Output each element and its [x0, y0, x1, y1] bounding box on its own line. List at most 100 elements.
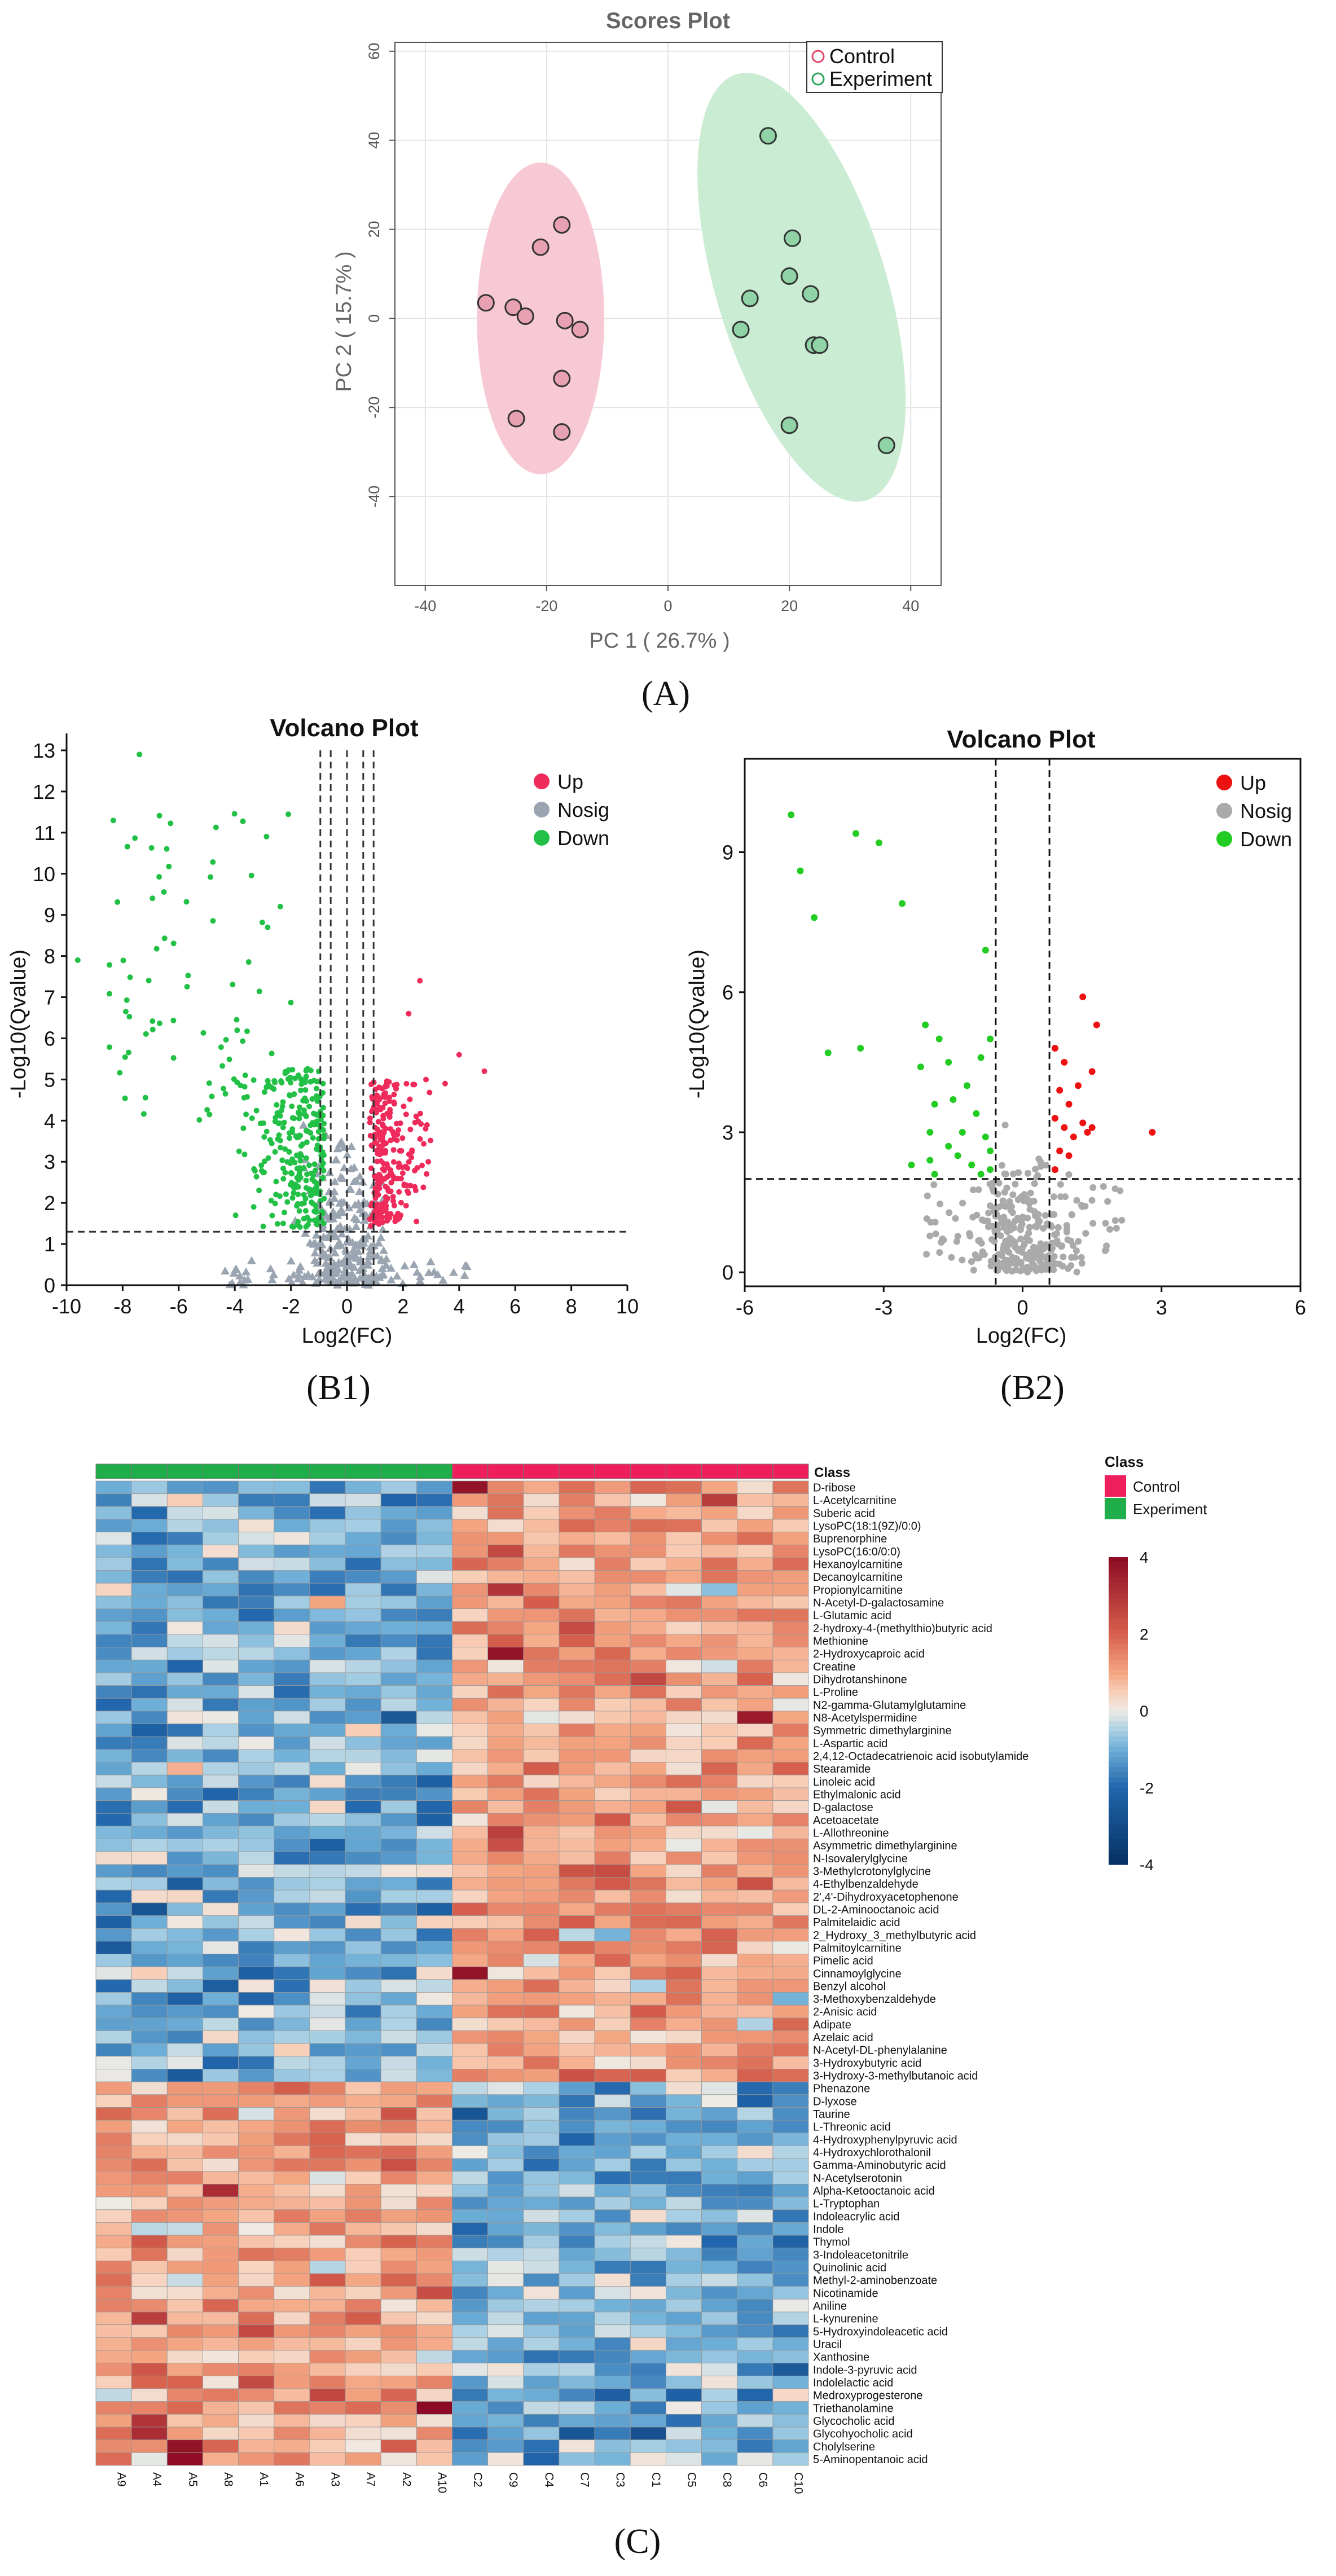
heatmap-cell [345, 1647, 381, 1660]
point-down [168, 820, 174, 827]
tick-label-y: 0 [44, 1274, 55, 1297]
point-nosig [1024, 1268, 1031, 1276]
row-label: N-Isovalerylglycine [813, 1853, 908, 1865]
heatmap-cell [166, 1954, 203, 1967]
heatmap-cell [131, 2184, 168, 2197]
heatmap-cell [594, 2171, 631, 2184]
point-nosig [970, 1267, 977, 1274]
heatmap-cell [131, 2401, 168, 2415]
heatmap-cell [666, 1480, 702, 1494]
point-nosig [966, 1233, 974, 1240]
point-down [307, 1079, 314, 1085]
panel-label-c: (C) [614, 2522, 661, 2561]
heatmap-cell [416, 1902, 452, 1916]
heatmap-cell [701, 2298, 738, 2313]
heatmap-cell [523, 1928, 560, 1942]
point-down [309, 1187, 315, 1193]
tick-label-y: 40 [366, 132, 383, 149]
heatmap-cell [380, 1582, 417, 1597]
point-nosig [1104, 1198, 1111, 1205]
heatmap-cell [95, 2388, 132, 2402]
color-scale-segment [1109, 1695, 1128, 1701]
point-nosig [1014, 1196, 1022, 1203]
heatmap-cell [559, 1724, 595, 1737]
heatmap-cell [594, 1928, 631, 1942]
point-down [314, 1221, 320, 1228]
heatmap-cell [559, 1685, 595, 1699]
point-nosig [1117, 1187, 1124, 1194]
heatmap-cell [559, 1826, 595, 1839]
heatmap-cell [594, 1762, 631, 1775]
heatmap-cell [630, 1557, 666, 1571]
class-bar-cell-control [665, 1463, 702, 1479]
point-down [973, 1110, 980, 1117]
point-down [926, 1157, 934, 1164]
column-label: A7 [364, 2472, 377, 2487]
heatmap-cell [166, 1826, 203, 1839]
point-nosig [1073, 1197, 1080, 1204]
heatmap-cell [238, 2004, 275, 2019]
heatmap-cell [523, 1493, 560, 1507]
heatmap-cell [772, 2426, 809, 2441]
point-nosig [349, 1263, 359, 1271]
tick-label-y: 6 [44, 1027, 55, 1050]
heatmap-cell [238, 2388, 275, 2402]
heatmap-cell [523, 2363, 560, 2376]
heatmap-cell [701, 2158, 738, 2172]
color-scale-segment [1109, 1803, 1128, 1809]
heatmap-cell [666, 1647, 702, 1660]
heatmap-cell [345, 2120, 381, 2134]
heatmap-cell [416, 2311, 452, 2326]
point-down [150, 1026, 156, 1032]
heatmap-cell [203, 1826, 239, 1839]
point-nosig [367, 1271, 376, 1279]
heatmap-cell [131, 2171, 168, 2184]
point-down [115, 899, 121, 905]
heatmap-cell [309, 1480, 346, 1494]
point-down [122, 1095, 128, 1101]
heatmap-cell [772, 1928, 809, 1942]
heatmap-cell [274, 1544, 310, 1558]
row-label: D-ribose [813, 1482, 856, 1494]
heatmap-cell [630, 1889, 666, 1904]
heatmap-cell [203, 1711, 239, 1724]
point-down [241, 1094, 247, 1101]
heatmap-cell [416, 2286, 452, 2300]
heatmap-cell [523, 2311, 560, 2326]
heatmap-cell [416, 1928, 452, 1942]
heatmap-cell [345, 2004, 381, 2019]
heatmap-cell [666, 1519, 702, 1533]
heatmap-cell [95, 2350, 132, 2364]
point-nosig [1111, 1217, 1119, 1224]
heatmap-cell [630, 1480, 666, 1494]
tick-label-y: 0 [366, 314, 383, 323]
column-label: C9 [507, 2472, 520, 2487]
point-down [291, 1091, 297, 1097]
point-up [403, 1080, 410, 1087]
heatmap-cell [523, 2107, 560, 2121]
heatmap-cell [559, 2209, 595, 2223]
point-nosig [330, 1177, 340, 1185]
heatmap-cell [772, 2081, 809, 2095]
color-scale-segment [1109, 1736, 1128, 1742]
color-scale-segment [1109, 1742, 1128, 1747]
heatmap-cell [238, 2094, 275, 2108]
heatmap-cell [630, 1954, 666, 1967]
heatmap-cell [131, 1889, 168, 1904]
heatmap-cell [131, 2324, 168, 2338]
point-nosig [1056, 1260, 1063, 1268]
heatmap-cell [701, 1889, 738, 1904]
point-nosig [449, 1268, 459, 1276]
heatmap-cell [737, 2069, 774, 2082]
heatmap-cell [274, 2030, 310, 2044]
point-down [244, 1028, 250, 1034]
heatmap-cell [345, 1608, 381, 1622]
point-down [280, 1176, 287, 1182]
point-up [390, 1198, 397, 1204]
point-up [383, 1184, 389, 1190]
point-up [417, 1136, 423, 1142]
point-down [301, 1192, 307, 1198]
point-up [396, 1160, 402, 1167]
column-label: A4 [151, 2472, 164, 2487]
heatmap-cell [559, 1992, 595, 2006]
